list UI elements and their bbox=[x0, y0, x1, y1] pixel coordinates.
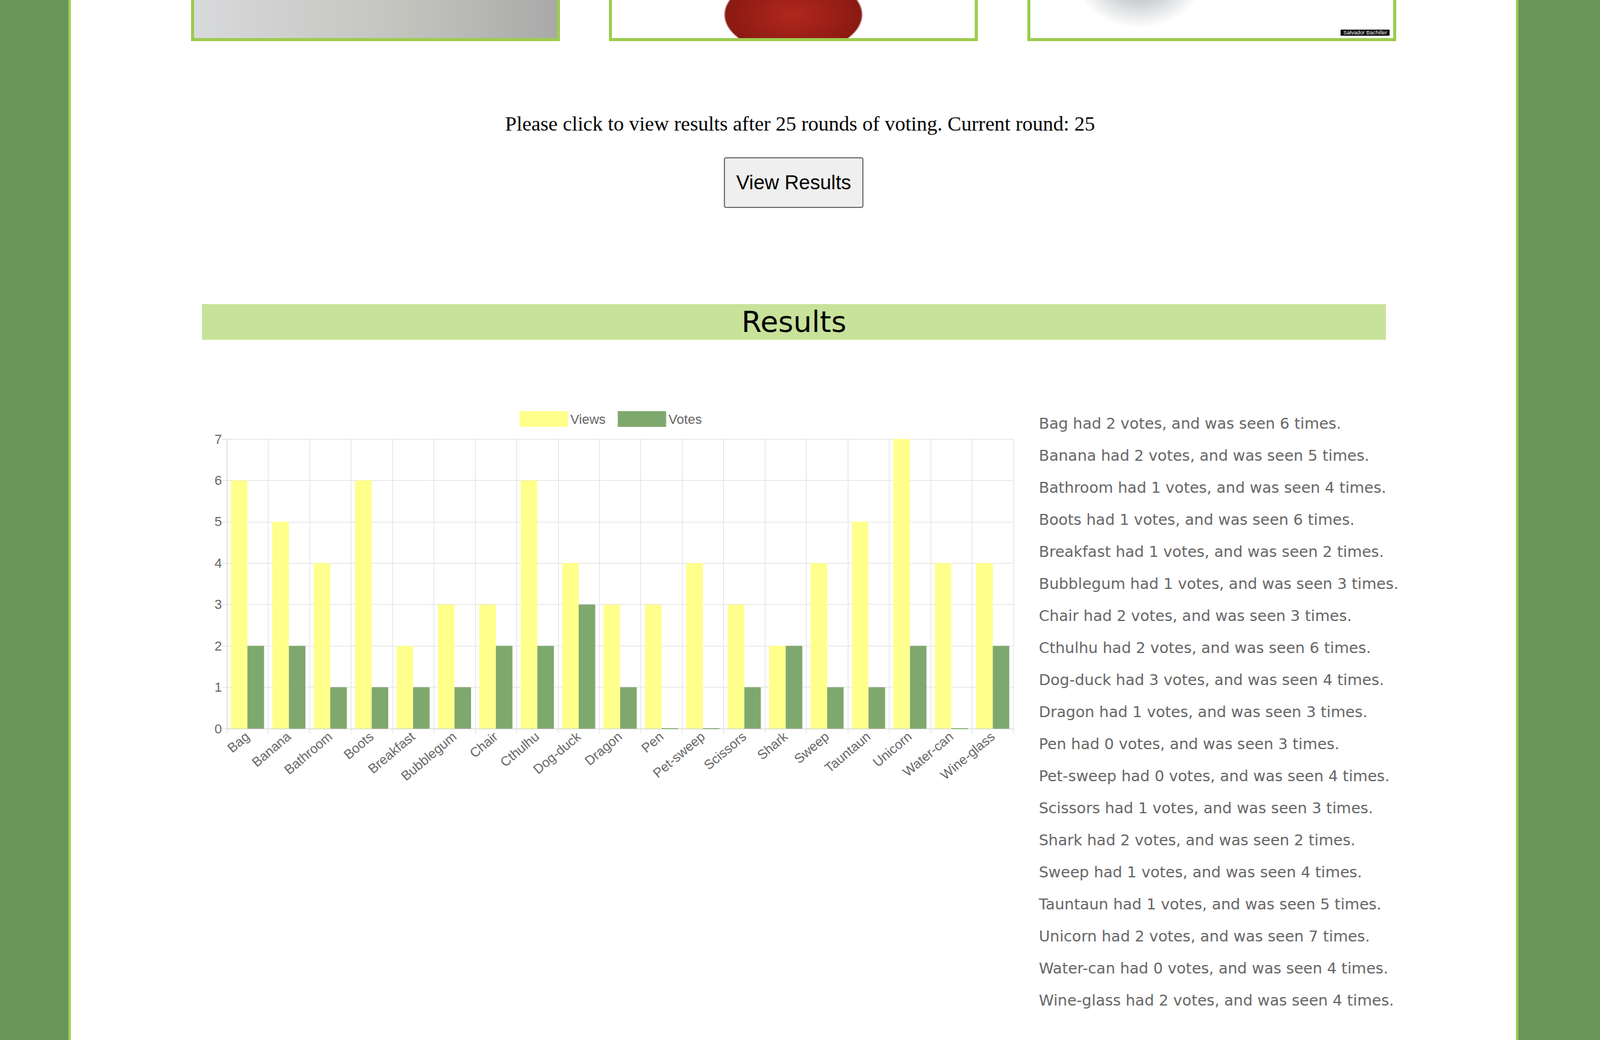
svg-text:Banana: Banana bbox=[248, 728, 294, 770]
svg-text:Dragon: Dragon bbox=[581, 728, 625, 769]
html-text:Bubblegum had 1 votes, and was: Bubblegum had 1 votes, and was seen 3 ti… bbox=[1038, 575, 1399, 593]
svg-text:Sweep: Sweep bbox=[791, 728, 832, 767]
svg-text:Boots: Boots bbox=[341, 728, 377, 762]
svg-text:3: 3 bbox=[214, 596, 222, 612]
html-text:Shark had 2 votes, and was see: Shark had 2 votes, and was seen 2 times. bbox=[1038, 831, 1356, 849]
html-text:View Results: View Results bbox=[736, 171, 852, 194]
html-text:Results: Results bbox=[741, 304, 847, 339]
svg-text:1: 1 bbox=[214, 679, 222, 695]
html-text:Sweep had 1 votes, and was see: Sweep had 1 votes, and was seen 4 times. bbox=[1038, 863, 1363, 882]
html-text:Bag had 2 votes, and was seen: Bag had 2 votes, and was seen 6 times. bbox=[1038, 414, 1342, 433]
svg-text:Bubblegum: Bubblegum bbox=[397, 728, 459, 784]
html-text:Bathroom had 1 votes, and was: Bathroom had 1 votes, and was seen 4 tim… bbox=[1038, 478, 1387, 497]
svg-text:Breakfast: Breakfast bbox=[365, 728, 418, 777]
svg-text:Shark: Shark bbox=[754, 728, 791, 764]
html-text:Breakfast had 1 votes, and was: Breakfast had 1 votes, and was seen 2 ti… bbox=[1038, 543, 1384, 561]
html-text:Pen had 0 votes, and was seen: Pen had 0 votes, and was seen 3 times. bbox=[1038, 735, 1340, 753]
html-text:Dog-duck had 3 votes, and was: Dog-duck had 3 votes, and was seen 4 tim… bbox=[1038, 671, 1385, 689]
svg-text:Water-can: Water-can bbox=[899, 728, 957, 780]
html-text:Boots had 1 votes, and was see: Boots had 1 votes, and was seen 6 times. bbox=[1038, 510, 1355, 529]
html-text:Cthulhu had 2 votes, and was s: Cthulhu had 2 votes, and was seen 6 time… bbox=[1038, 639, 1371, 657]
html-text:Water-can had 0 votes, and was: Water-can had 0 votes, and was seen 4 ti… bbox=[1038, 959, 1389, 978]
svg-text:Unicorn: Unicorn bbox=[869, 728, 915, 770]
html-text:Scissors had 1 votes, and was: Scissors had 1 votes, and was seen 3 tim… bbox=[1038, 799, 1374, 817]
svg-text:2: 2 bbox=[214, 638, 222, 654]
svg-text:0: 0 bbox=[214, 721, 222, 737]
html-text:Tauntaun had 1 votes, and was: Tauntaun had 1 votes, and was seen 5 tim… bbox=[1038, 895, 1382, 914]
html-text:Please click to view results a: Please click to view results after 25 ro… bbox=[505, 112, 1095, 135]
html-text:Wine-glass had 2 votes, and wa: Wine-glass had 2 votes, and was seen 4 t… bbox=[1038, 991, 1394, 1010]
html-text:Banana had 2 votes, and was se: Banana had 2 votes, and was seen 5 times… bbox=[1038, 446, 1370, 465]
svg-text:Scissors: Scissors bbox=[700, 728, 750, 773]
svg-text:Chair: Chair bbox=[466, 728, 501, 761]
svg-text:Bathroom: Bathroom bbox=[281, 728, 335, 778]
svg-text:4: 4 bbox=[214, 555, 222, 571]
svg-text:7: 7 bbox=[214, 431, 222, 447]
svg-text:Bag: Bag bbox=[224, 728, 253, 756]
html-text:Chair had 2 votes, and was see: Chair had 2 votes, and was seen 3 times. bbox=[1038, 607, 1352, 625]
svg-text:Pen: Pen bbox=[638, 728, 667, 756]
html-text:Pet-sweep had 0 votes, and was: Pet-sweep had 0 votes, and was seen 4 ti… bbox=[1038, 767, 1390, 785]
html-text:Salvador Bachiller: Salvador Bachiller bbox=[1343, 29, 1388, 36]
svg-text:Wine-glass: Wine-glass bbox=[937, 728, 998, 783]
svg-text:Views: Views bbox=[570, 411, 606, 427]
svg-text:6: 6 bbox=[214, 472, 222, 488]
svg-text:Cthulhu: Cthulhu bbox=[497, 728, 543, 770]
svg-text:Votes: Votes bbox=[668, 411, 703, 427]
html-text:Dragon had 1 votes, and was se: Dragon had 1 votes, and was seen 3 times… bbox=[1038, 703, 1368, 721]
html-text:Unicorn had 2 votes, and was s: Unicorn had 2 votes, and was seen 7 time… bbox=[1038, 927, 1370, 946]
svg-text:Pet-sweep: Pet-sweep bbox=[650, 728, 709, 781]
svg-text:Dog-duck: Dog-duck bbox=[530, 728, 585, 778]
svg-text:Tauntaun: Tauntaun bbox=[821, 728, 874, 776]
svg-text:5: 5 bbox=[214, 513, 222, 530]
